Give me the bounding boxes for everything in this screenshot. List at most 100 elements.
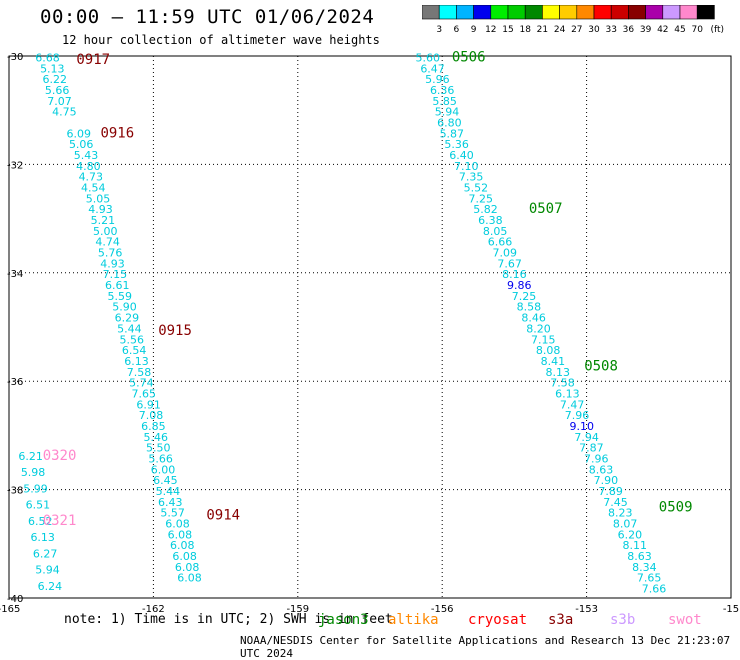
track-time-label: 0506 — [452, 49, 486, 65]
wave-height-point: 5.36 — [444, 138, 469, 151]
wave-height-point: 6.68 — [35, 51, 60, 64]
wave-height-point: 7.96 — [565, 409, 590, 422]
wave-height-point: 6.80 — [437, 116, 462, 129]
wave-height-point: 4.73 — [79, 171, 104, 184]
wave-height-point: 4.93 — [100, 257, 125, 270]
x-tick-label: -153 — [575, 604, 598, 615]
wave-height-point: 7.15 — [531, 333, 556, 346]
wave-height-point: 7.90 — [594, 474, 619, 487]
y-tick-label: -36 — [7, 377, 23, 388]
x-tick-label: -156 — [431, 604, 454, 615]
wave-height-point: 6.08 — [170, 539, 195, 552]
satellite-name: s3b — [610, 612, 636, 628]
wave-height-point: 8.05 — [483, 225, 508, 238]
wave-height-point: 7.47 — [560, 398, 585, 411]
wave-height-point: 5.56 — [119, 333, 144, 346]
wave-height-point: 6.08 — [172, 550, 197, 563]
wave-height-point: 7.87 — [579, 442, 604, 455]
wave-height-point: 6.13 — [124, 355, 149, 368]
wave-height-point: 9.86 — [507, 279, 532, 292]
legend-label: 27 — [571, 25, 582, 35]
wave-height-point: 5.74 — [129, 377, 154, 390]
x-tick-label: -159 — [286, 604, 309, 615]
chart-title: 00:00 – 11:59 UTC 01/06/2024 — [40, 6, 375, 28]
y-tick-label: -32 — [7, 160, 23, 171]
wave-height-point: 5.00 — [93, 225, 118, 238]
wave-height-point: 6.29 — [115, 312, 140, 325]
chart-subtitle: 12 hour collection of altimeter wave hei… — [62, 33, 380, 47]
wave-height-point: 6.52 — [28, 515, 53, 528]
legend-label: 45 — [674, 25, 685, 35]
wave-height-point: 8.58 — [517, 301, 542, 314]
wave-height-point: 7.67 — [497, 257, 522, 270]
track-time-label: 0321 — [43, 513, 77, 529]
wave-height-point: 5.52 — [464, 182, 489, 195]
wave-height-point: 7.94 — [574, 431, 599, 444]
wave-height-point: 6.51 — [26, 499, 51, 512]
legend-label: 21 — [537, 25, 548, 35]
wave-height-point: 5.57 — [160, 507, 185, 520]
legend-label: 6 — [454, 25, 460, 35]
wave-height-point: 8.07 — [613, 518, 638, 531]
legend-label: 70 — [691, 25, 703, 35]
legend-label: 24 — [554, 25, 566, 35]
satellite-name: cryosat — [468, 612, 528, 628]
wave-height-point: 5.13 — [40, 62, 65, 75]
color-legend: 3 6 9 12 15 18 21 24 27 30 33 36 39 42 45 70 (ft) — [422, 5, 724, 35]
wave-height-point: 7.15 — [103, 268, 128, 281]
wave-height-point: 6.00 — [151, 463, 176, 476]
wave-height-point: 7.07 — [47, 95, 72, 108]
wave-height-point: 5.94 — [35, 564, 60, 577]
wave-height-point: 8.46 — [521, 312, 546, 325]
wave-height-point: 7.25 — [468, 192, 493, 205]
track-time-label: 0917 — [76, 52, 110, 68]
wave-height-point: 4.80 — [76, 160, 101, 173]
legend-label: 18 — [519, 25, 531, 35]
wave-height-point: 7.10 — [454, 160, 479, 173]
wave-height-point: 7.58 — [550, 377, 575, 390]
x-tick-label: -15 — [723, 604, 739, 615]
wave-height-point: 8.08 — [536, 344, 561, 357]
wave-height-point: 6.91 — [136, 398, 161, 411]
wave-height-point: 5.76 — [98, 247, 123, 260]
satellite-name: altika — [388, 612, 439, 628]
satellite-name: jason3 — [318, 612, 369, 628]
wave-height-point: 5.21 — [91, 214, 116, 227]
legend-label: 3 — [436, 25, 442, 35]
legend-label: 30 — [588, 25, 600, 35]
legend-unit: (ft) — [710, 25, 724, 35]
wave-height-point: 6.08 — [168, 528, 193, 541]
wave-height-point: 8.63 — [627, 550, 652, 563]
wave-height-point: 7.89 — [598, 485, 623, 498]
plot-frame — [8, 55, 732, 599]
wave-height-point: 6.27 — [33, 547, 58, 560]
wave-height-point: 5.99 — [23, 482, 48, 495]
legend-label: 15 — [502, 25, 513, 35]
wave-height-point: 7.25 — [512, 290, 537, 303]
wave-height-point: 5.46 — [144, 431, 169, 444]
track-time-label: 0320 — [43, 448, 77, 464]
wave-height-point: 5.05 — [86, 192, 111, 205]
wave-height-point: 6.22 — [42, 73, 67, 86]
wave-height-point: 5.43 — [74, 149, 99, 162]
track-time-label: 0508 — [584, 358, 618, 374]
track-time-label: 0509 — [659, 499, 693, 515]
footer-credit: NOAA/NESDIS Center for Satellite Applica… — [240, 634, 731, 660]
wave-height-point: 7.45 — [603, 496, 628, 509]
legend-swatch — [696, 5, 715, 20]
wave-height-point: 8.20 — [526, 322, 551, 335]
wave-height-point: 4.54 — [81, 182, 106, 195]
wave-height-point: 6.40 — [449, 149, 474, 162]
wave-height-point: 6.85 — [141, 420, 166, 433]
wave-height-point: 6.08 — [177, 572, 202, 585]
legend-label: 9 — [471, 25, 477, 35]
wave-height-point: 6.09 — [67, 127, 92, 140]
wave-height-point: 6.36 — [430, 84, 455, 97]
satellite-name: swot — [668, 612, 702, 628]
wave-height-point: 5.85 — [432, 95, 457, 108]
wave-height-point: 8.41 — [541, 355, 566, 368]
wave-height-point: 7.35 — [459, 171, 484, 184]
wave-height-point: 6.13 — [555, 387, 580, 400]
satellite-name: s3a — [548, 612, 574, 628]
